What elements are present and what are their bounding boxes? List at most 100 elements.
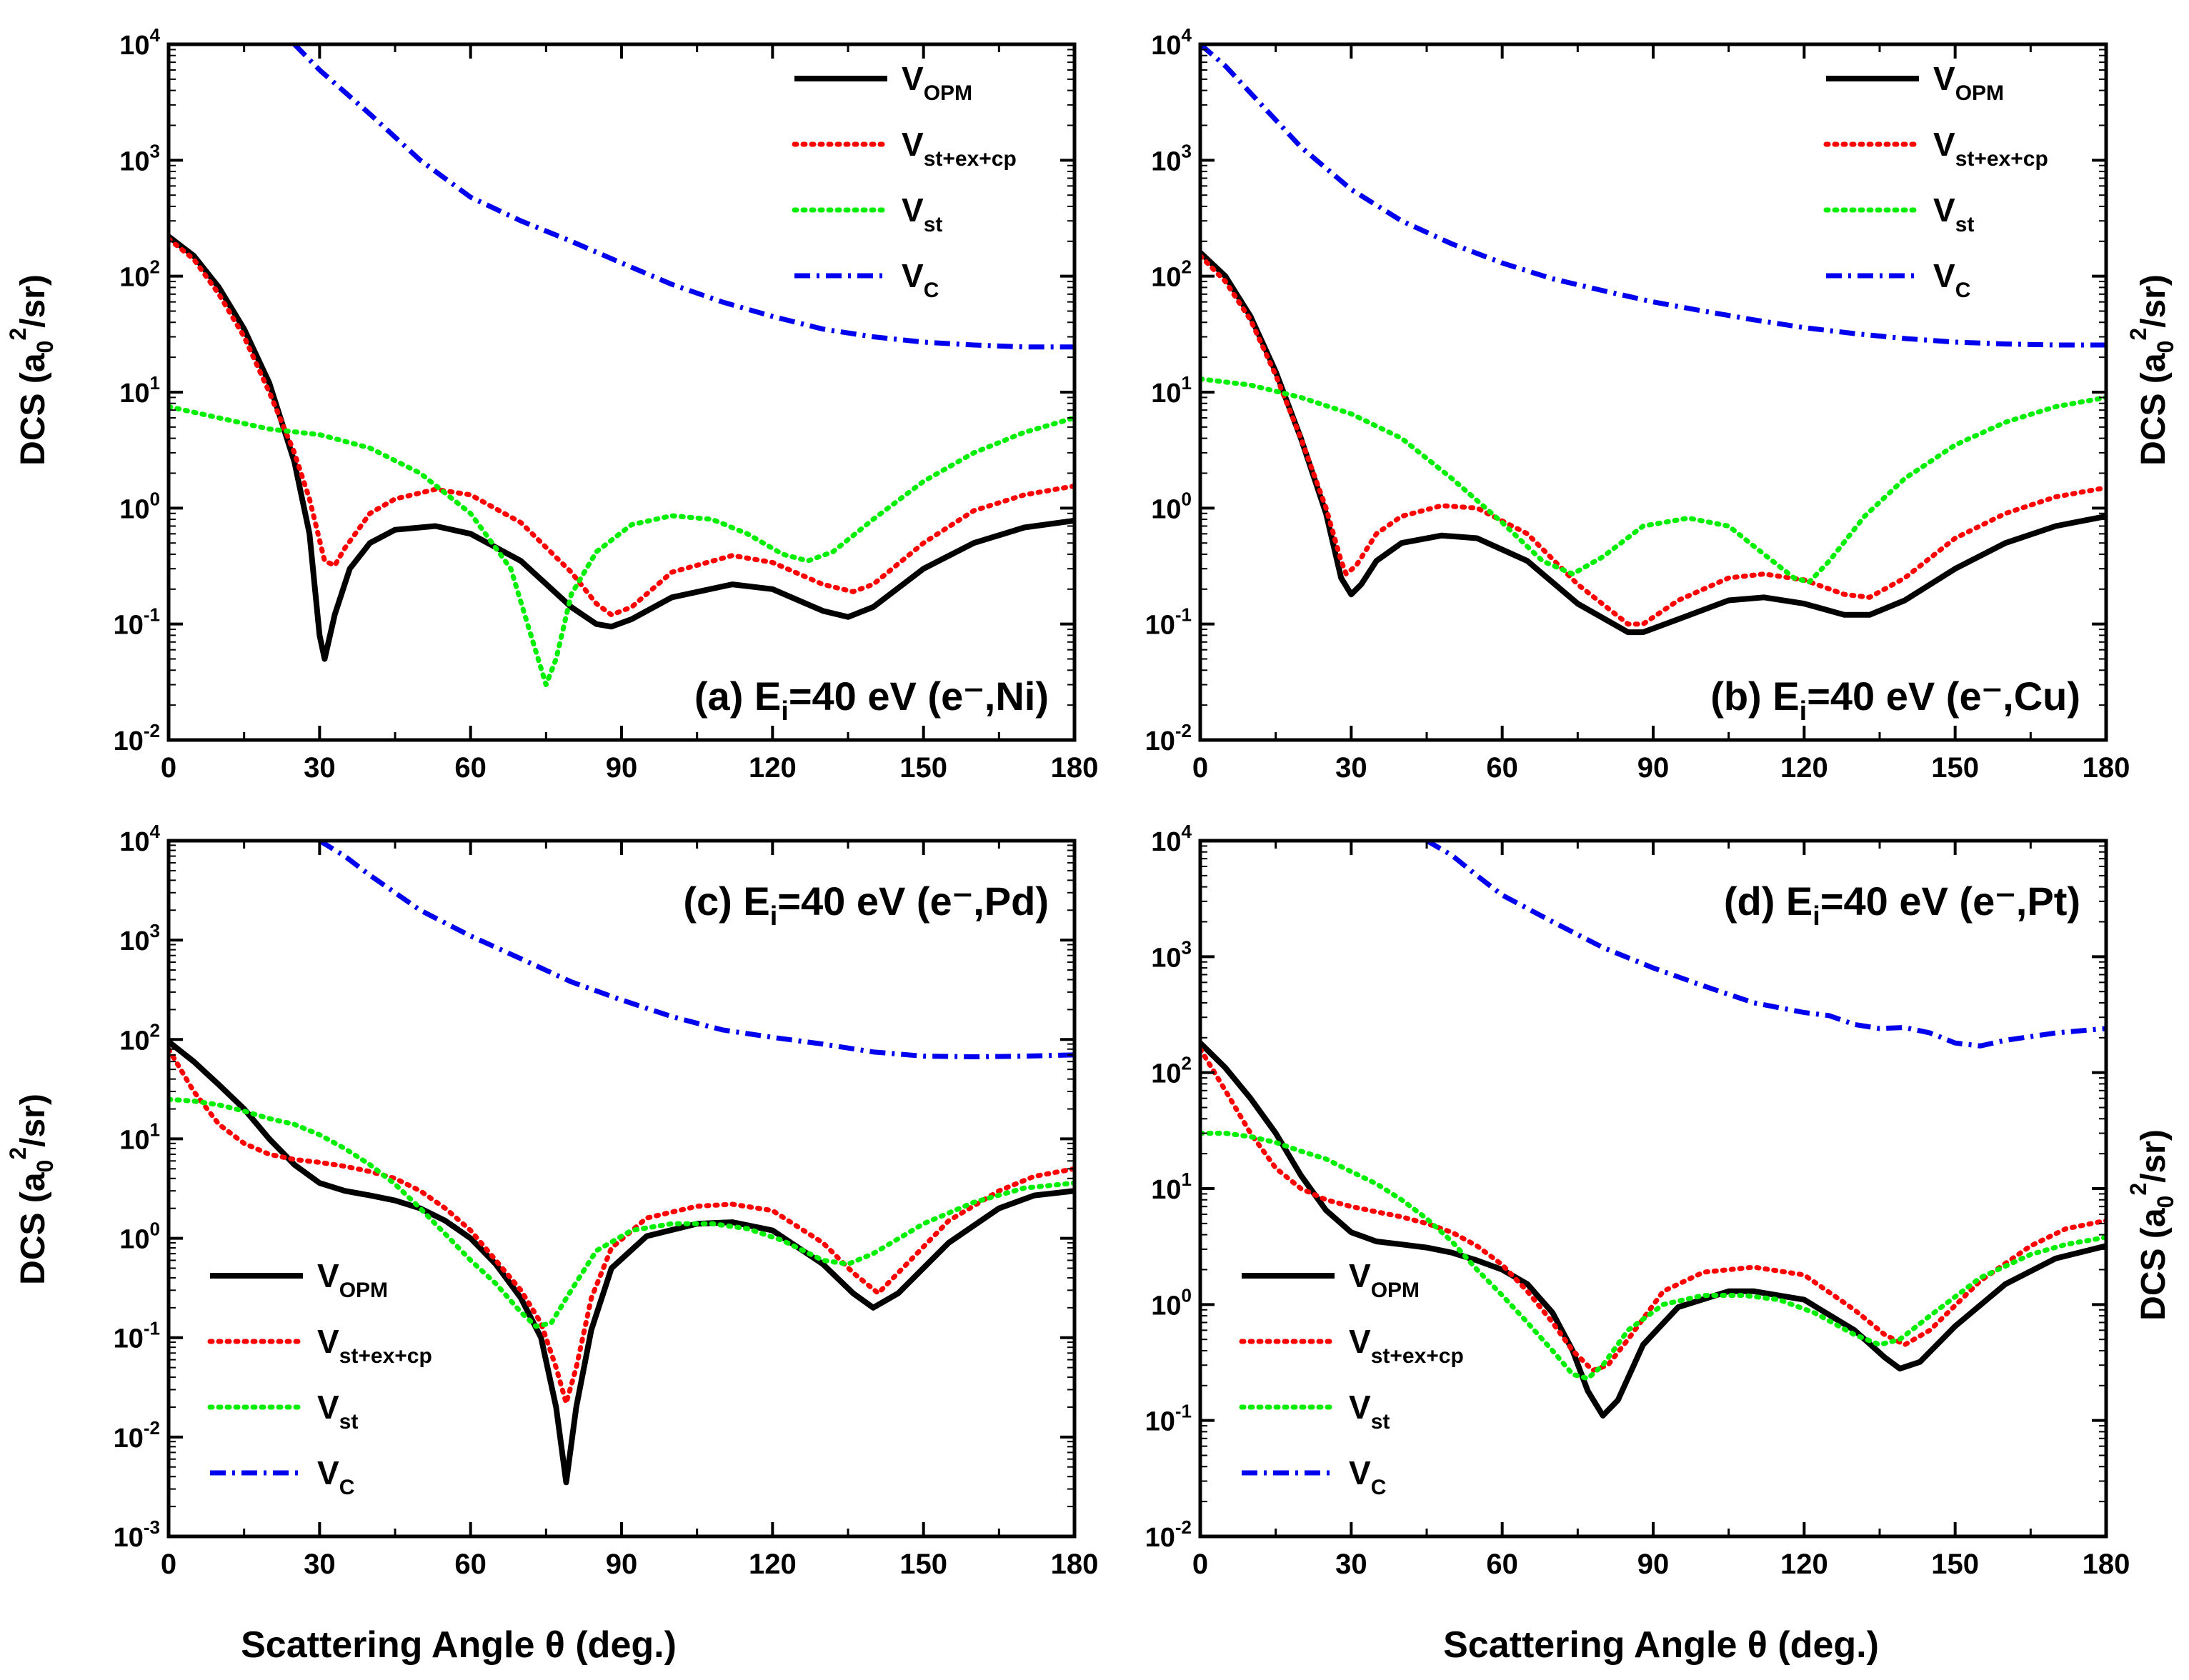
x-tick-label: 90 xyxy=(606,1549,638,1580)
y-tick-label: 100 xyxy=(1151,1284,1192,1321)
y-tick-label: 103 xyxy=(119,140,160,176)
y-tick-label: 100 xyxy=(119,488,160,524)
x-tick-label: 60 xyxy=(454,752,487,784)
y-tick-label: 10-2 xyxy=(1145,720,1192,756)
legend-label: Vst xyxy=(317,1389,358,1434)
x-tick-label: 0 xyxy=(1192,1549,1208,1580)
x-tick-label: 120 xyxy=(749,1549,797,1580)
x-tick-label: 0 xyxy=(161,1549,176,1580)
svg-text:DCS (a02/sr): DCS (a02/sr) xyxy=(5,274,58,466)
legend-label: VC xyxy=(902,257,939,302)
legend-label: VC xyxy=(317,1454,354,1499)
y-tick-label: 104 xyxy=(119,24,160,61)
y-tick-label: 103 xyxy=(119,920,160,956)
x-tick-label: 30 xyxy=(304,1549,336,1580)
x-tick-label: 150 xyxy=(1931,752,1979,784)
y-tick-label: 10-2 xyxy=(1145,1516,1192,1553)
series-line-b-st xyxy=(1200,376,2106,585)
series-group-d xyxy=(1200,841,2106,1419)
y-tick-label: 10-3 xyxy=(114,1516,160,1553)
y-tick-label: 102 xyxy=(1151,1053,1192,1089)
y-tick-label: 102 xyxy=(119,1019,160,1056)
x-tick-label: 90 xyxy=(1637,752,1670,784)
y-tick-label: 101 xyxy=(1151,372,1192,409)
series-group-b xyxy=(1200,44,2106,636)
y-axis-label-d: DCS (a02/sr) xyxy=(2125,1129,2178,1321)
x-tick-label: 30 xyxy=(1335,1549,1367,1580)
x-tick-label: 0 xyxy=(161,752,176,784)
y-tick-label: 100 xyxy=(119,1219,160,1255)
plot-frame-d xyxy=(1198,839,2108,1539)
x-tick-label: 180 xyxy=(2083,1549,2130,1580)
y-tick-label: 102 xyxy=(1151,256,1192,293)
x-tick-label: 150 xyxy=(899,752,947,784)
panel-d: 0 30 60 90 120 150 180 104 103 102 101 100 10-1 10-2 V… xyxy=(1145,821,2130,1580)
series-line-c-opm xyxy=(169,1039,1074,1486)
legend-label: VOPM xyxy=(1349,1257,1420,1302)
x-tick-label: 60 xyxy=(454,1549,487,1580)
y-tick-label: 100 xyxy=(1151,488,1192,524)
x-tick-label: 30 xyxy=(304,752,336,784)
x-axis-label-left: Scattering Angle θ (deg.) xyxy=(241,1624,677,1666)
y-tick-label: 104 xyxy=(1151,821,1192,857)
legend-label: Vst xyxy=(902,191,942,236)
legend-d: VOPM Vst+ex+cp Vst VC xyxy=(1239,1257,1464,1499)
series-line-d-opm xyxy=(1200,1041,2106,1419)
series-group-c xyxy=(169,841,1074,1486)
y-tick-label: 10-2 xyxy=(114,720,160,756)
legend-label: VOPM xyxy=(1933,60,2004,105)
x-tick-label: 0 xyxy=(1192,752,1208,784)
series-line-b-opm xyxy=(1200,250,2106,636)
y-axis-label-b: DCS (a02/sr) xyxy=(2125,274,2178,466)
series-line-c-st xyxy=(169,1096,1074,1329)
series-line-b-st-ex-cp xyxy=(1200,253,2106,627)
panel-label-c: (c) Ei=40 eV (e⁻,Pd) xyxy=(683,879,1049,931)
panel-c: 0 30 60 90 120 150 180 104 103 102 101 100 10-1 10-2 1… xyxy=(114,821,1099,1580)
series-line-d-c xyxy=(1425,841,2106,1049)
y-tick-label: 102 xyxy=(119,256,160,293)
legend-label: Vst+ex+cp xyxy=(317,1323,432,1368)
series-line-a-st xyxy=(169,404,1074,687)
x-tick-label: 150 xyxy=(1931,1549,1979,1580)
x-tick-label: 120 xyxy=(1780,752,1828,784)
x-tick-label: 60 xyxy=(1486,1549,1518,1580)
series-line-d-st xyxy=(1200,1131,2106,1381)
y-tick-label: 10-1 xyxy=(1145,604,1192,641)
series-group-a xyxy=(169,44,1074,687)
legend-label: VOPM xyxy=(317,1257,388,1302)
y-tick-label: 103 xyxy=(1151,936,1192,973)
y-tick-label: 101 xyxy=(1151,1169,1192,1205)
y-tick-label: 101 xyxy=(119,1119,160,1155)
legend-a: VOPM Vst+ex+cp Vst VC xyxy=(792,60,1017,302)
legend-label: Vst xyxy=(1933,191,1974,236)
y-tick-label: 104 xyxy=(119,821,160,857)
x-tick-label: 90 xyxy=(606,752,638,784)
legend-b: VOPM Vst+ex+cp Vst VC xyxy=(1823,60,2048,302)
y-tick-label: 103 xyxy=(1151,140,1192,176)
legend-label: Vst+ex+cp xyxy=(1349,1323,1464,1368)
y-tick-label: 10-1 xyxy=(1145,1401,1192,1437)
series-line-c-c xyxy=(318,841,1074,1059)
x-tick-label: 120 xyxy=(1780,1549,1828,1580)
panel-label-b: (b) Ei=40 eV (e⁻,Cu) xyxy=(1710,674,2080,726)
series-line-b-c xyxy=(1200,44,2106,348)
plot-frame-c xyxy=(166,839,1077,1539)
legend-c: VOPM Vst+ex+cp Vst VC xyxy=(207,1257,432,1499)
x-tick-label: 180 xyxy=(2083,752,2130,784)
legend-label: Vst xyxy=(1349,1389,1390,1434)
x-axis-label-right: Scattering Angle θ (deg.) xyxy=(1443,1624,1879,1666)
y-tick-label: 10-1 xyxy=(114,604,160,641)
legend-label: Vst+ex+cp xyxy=(902,126,1017,171)
panel-a: 0 30 60 90 120 150 180 104 103 102 101 100 10-1 10-2 V… xyxy=(114,24,1099,784)
x-tick-label: 30 xyxy=(1335,752,1367,784)
series-line-d-st-ex-cp xyxy=(1200,1046,2106,1374)
legend-label: VOPM xyxy=(902,60,972,105)
panel-label-a: (a) Ei=40 eV (e⁻,Ni) xyxy=(694,674,1049,726)
y-axis-label-c: DCS (a02/sr) xyxy=(5,1094,58,1285)
y-tick-label: 101 xyxy=(119,372,160,409)
svg-text:DCS (a02/sr): DCS (a02/sr) xyxy=(2125,1129,2178,1321)
y-tick-label: 10-2 xyxy=(114,1417,160,1454)
x-tick-label: 60 xyxy=(1486,752,1518,784)
legend-label: Vst+ex+cp xyxy=(1933,126,2048,171)
